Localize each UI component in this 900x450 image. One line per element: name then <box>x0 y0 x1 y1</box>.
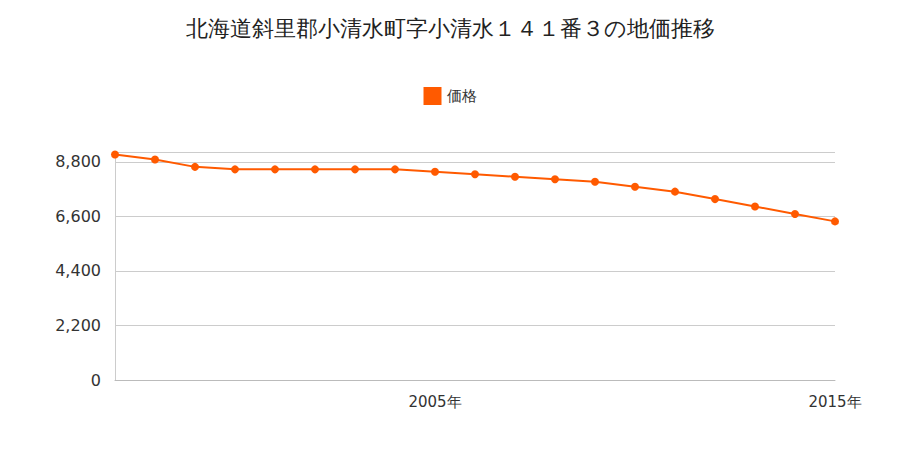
svg-text:北海道斜里郡小清水町字小清水１４１番３の地価推移: 北海道斜里郡小清水町字小清水１４１番３の地価推移 <box>186 16 715 41</box>
svg-text:4,400: 4,400 <box>55 261 101 280</box>
svg-text:2,200: 2,200 <box>55 316 101 335</box>
svg-text:価格: 価格 <box>447 87 477 105</box>
svg-text:6,600: 6,600 <box>55 207 101 226</box>
svg-text:8,800: 8,800 <box>55 152 101 171</box>
svg-text:0: 0 <box>91 371 101 390</box>
svg-text:2005年: 2005年 <box>408 393 461 411</box>
svg-text:2015年: 2015年 <box>808 393 861 411</box>
